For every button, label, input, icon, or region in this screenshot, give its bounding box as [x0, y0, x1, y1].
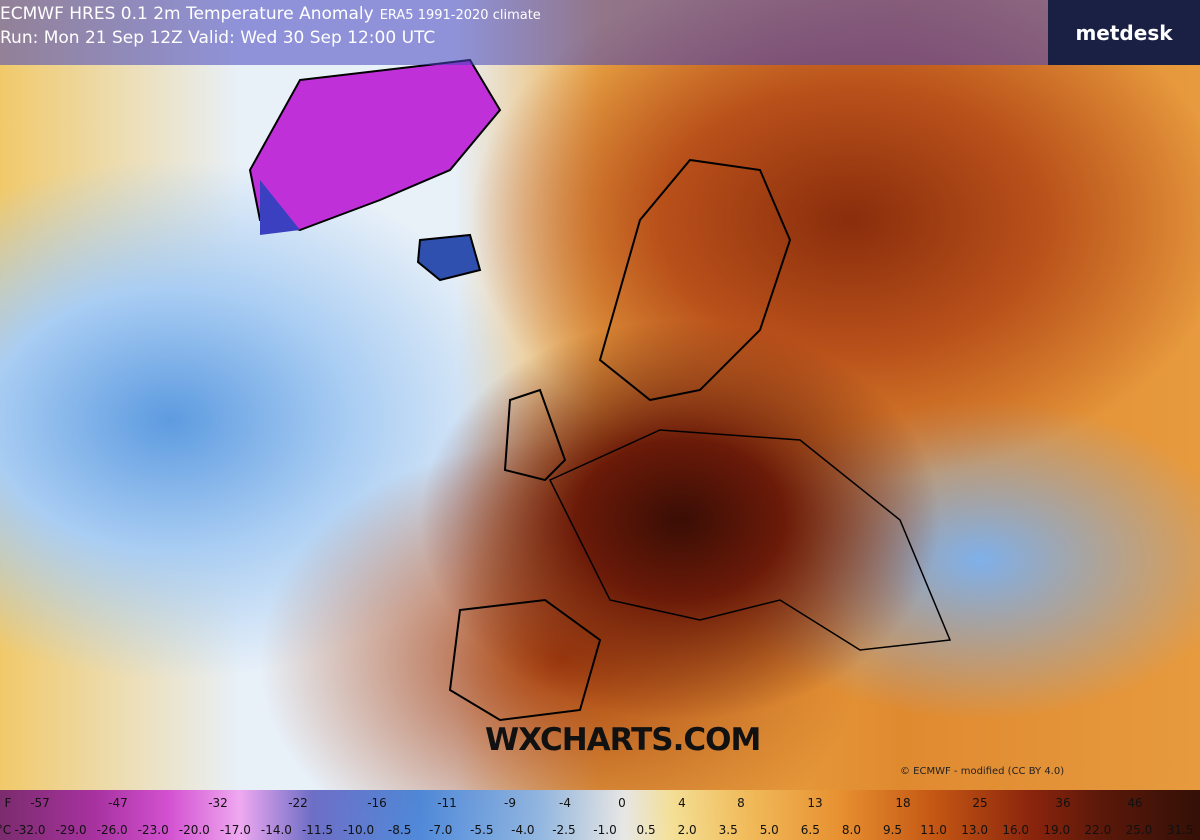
c-label: 8.0: [841, 823, 861, 837]
c-label: -5.5: [470, 823, 494, 837]
f-label: 18: [895, 796, 911, 810]
c-label: -17.0: [219, 823, 251, 837]
watermark: WXCHARTS.COM: [485, 722, 761, 758]
c-label: 0.5: [636, 823, 656, 837]
c-label: -26.0: [96, 823, 128, 837]
title-text: ECMWF HRES 0.1 2m Temperature Anomaly: [0, 4, 374, 24]
greenland-coast: [260, 180, 300, 235]
credit: © ECMWF - modified (CC BY 4.0): [900, 766, 1065, 777]
iberia: [448, 598, 602, 722]
scandinavia: [598, 158, 792, 402]
f-label: 4: [678, 796, 686, 810]
colorbar: [0, 790, 1200, 840]
c-label: 5.0: [759, 823, 779, 837]
c-label: -11.5: [301, 823, 334, 837]
c-label: 2.0: [677, 823, 697, 837]
climate-text: ERA5 1991-2020 climate: [379, 8, 541, 23]
c-label: 25.0: [1125, 823, 1153, 837]
f-label: 13: [807, 796, 823, 810]
c-label: -7.0: [428, 823, 453, 837]
c-unit: °C: [0, 823, 12, 837]
c-label: -2.5: [552, 823, 576, 837]
header-bar: [0, 0, 1200, 65]
c-label: -10.0: [343, 823, 375, 837]
f-label: -32: [208, 796, 228, 810]
c-label: 31.5: [1166, 823, 1194, 837]
c-label: 11.0: [920, 823, 947, 837]
run-text: Run: Mon 21 Sep 12Z Valid: Wed 30 Sep 12…: [0, 28, 436, 48]
c-label: -29.0: [55, 823, 87, 837]
greenland: [248, 58, 502, 232]
f-label: -9: [504, 796, 516, 810]
c-label: -20.0: [178, 823, 210, 837]
c-label: 19.0: [1043, 823, 1071, 837]
f-label: -47: [108, 796, 128, 810]
c-label: 22.0: [1084, 823, 1112, 837]
c-label: 6.5: [800, 823, 820, 837]
f-label: 46: [1127, 796, 1143, 810]
c-label: -23.0: [137, 823, 169, 837]
c-label: 16.0: [1002, 823, 1030, 837]
f-label: 36: [1055, 796, 1071, 810]
title: ECMWF HRES 0.1 2m Temperature Anomaly ERA…: [0, 4, 541, 24]
f-label: 8: [737, 796, 745, 810]
c-label: -1.0: [593, 823, 617, 837]
c-label: 3.5: [718, 823, 738, 837]
c-label: 9.5: [882, 823, 903, 837]
c-label: -4.0: [511, 823, 535, 837]
c-label: -14.0: [260, 823, 292, 837]
c-label: 13.0: [961, 823, 988, 837]
f-label: -57: [30, 796, 50, 810]
f-unit: F: [4, 796, 12, 810]
f-label: 25: [972, 796, 988, 810]
britain: [503, 388, 567, 482]
logo[interactable]: metdesk: [1048, 0, 1200, 65]
iceland: [416, 233, 482, 282]
f-label: -11: [437, 796, 457, 810]
f-label: -4: [559, 796, 571, 810]
f-label: -22: [288, 796, 308, 810]
c-label: -8.5: [387, 823, 412, 837]
c-label: -32.0: [14, 823, 46, 837]
europe: [548, 429, 952, 651]
f-label: -16: [367, 796, 387, 810]
f-label: 0: [618, 796, 626, 810]
